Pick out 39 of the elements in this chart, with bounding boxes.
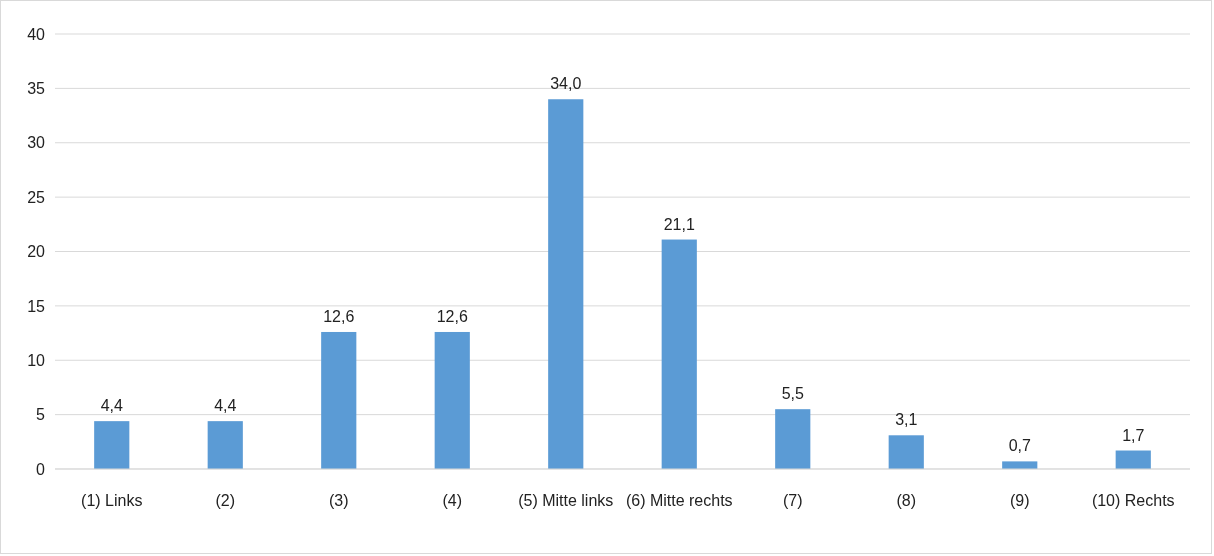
y-tick-label: 30 (27, 134, 46, 152)
bar (1115, 450, 1151, 469)
x-tick-label: (7) (782, 492, 803, 509)
bar (321, 331, 357, 469)
x-tick-label: (3) (328, 492, 349, 509)
bar (888, 435, 924, 469)
y-tick-label: 5 (36, 406, 46, 424)
y-tick-label: 0 (36, 460, 46, 478)
data-label: 4,4 (100, 397, 123, 415)
x-tick-label: (6) Mitte rechts (625, 492, 733, 509)
x-tick-label: (10) Rechts (1091, 492, 1175, 509)
data-label: 21,1 (663, 215, 695, 233)
data-label: 1,7 (1122, 426, 1145, 444)
x-tick-label: (4) (442, 492, 463, 509)
y-tick-label: 10 (27, 351, 46, 369)
y-tick-label: 20 (27, 243, 46, 261)
bar (94, 421, 130, 469)
data-label: 12,6 (323, 307, 355, 325)
y-tick-label: 35 (27, 80, 46, 97)
bar (775, 409, 811, 469)
y-tick-label: 15 (27, 297, 46, 315)
data-label: 5,5 (781, 385, 804, 403)
x-tick-label: (2) (215, 492, 236, 509)
y-tick-label: 25 (27, 188, 46, 206)
y-tick-label: 40 (27, 25, 46, 43)
x-tick-label: (9) (1009, 492, 1030, 509)
x-tick-label: (8) (896, 492, 917, 509)
bar (434, 331, 470, 469)
data-label: 0,7 (1008, 437, 1031, 455)
x-tick-label: (1) Links (81, 492, 143, 509)
bar (661, 239, 697, 469)
data-label: 34,0 (550, 75, 582, 93)
bar (207, 421, 243, 469)
x-tick-label: (5) Mitte links (518, 492, 614, 509)
bar (1002, 461, 1038, 469)
data-label: 3,1 (895, 411, 918, 429)
bar (548, 99, 584, 469)
data-label: 12,6 (436, 307, 468, 325)
data-label: 4,4 (214, 397, 237, 415)
